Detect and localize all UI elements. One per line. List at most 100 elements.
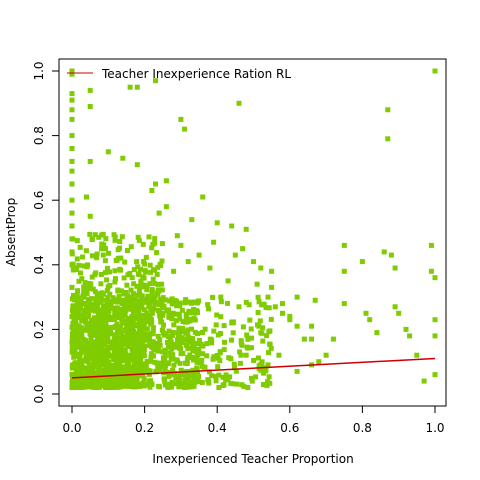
data-point: [79, 385, 85, 390]
data-point: [120, 306, 126, 312]
data-point: [147, 340, 153, 346]
data-point: [69, 382, 75, 388]
data-point: [143, 269, 149, 275]
data-point: [221, 323, 227, 329]
data-point: [104, 376, 110, 382]
data-point: [128, 334, 134, 340]
data-point: [149, 344, 155, 350]
data-point: [79, 325, 85, 331]
data-point: [231, 361, 237, 367]
data-point: [220, 383, 226, 388]
data-point: [134, 84, 140, 90]
data-point: [385, 107, 391, 113]
y-tick-label: 0.6: [32, 191, 46, 210]
data-point: [99, 232, 105, 238]
data-point: [93, 270, 99, 276]
data-point: [109, 339, 115, 345]
data-point: [120, 155, 126, 161]
data-point: [263, 305, 269, 311]
data-point: [100, 310, 105, 316]
data-point: [165, 334, 171, 340]
data-point: [96, 234, 102, 240]
data-point: [168, 352, 174, 358]
data-point: [81, 284, 87, 290]
data-point: [97, 362, 103, 368]
data-point: [141, 376, 147, 382]
data-point: [220, 374, 226, 380]
data-point: [84, 342, 90, 348]
data-point: [194, 308, 200, 314]
data-point: [140, 284, 146, 290]
data-point: [189, 217, 195, 223]
data-point: [144, 359, 150, 364]
data-point: [218, 299, 224, 305]
data-point: [193, 349, 199, 355]
data-point: [190, 357, 196, 363]
data-point: [309, 336, 315, 342]
data-point: [155, 264, 161, 270]
data-point: [141, 321, 147, 327]
data-point: [223, 377, 229, 382]
data-point: [119, 358, 124, 364]
data-point: [151, 306, 157, 312]
data-point: [149, 310, 155, 316]
data-point: [245, 336, 251, 342]
data-point: [257, 318, 263, 324]
data-point: [162, 378, 168, 384]
data-point: [265, 294, 271, 300]
data-point: [90, 302, 96, 308]
data-point: [142, 382, 148, 388]
data-point: [179, 329, 185, 335]
data-point: [166, 361, 171, 367]
data-point: [236, 304, 242, 310]
data-point: [189, 379, 195, 385]
data-point: [261, 301, 267, 307]
data-point: [88, 340, 94, 346]
data-point: [69, 68, 75, 74]
data-point: [148, 354, 154, 360]
data-point: [114, 297, 120, 303]
data-point: [122, 367, 128, 373]
regression-line: [71, 357, 436, 379]
data-point: [256, 355, 261, 361]
data-point: [132, 381, 138, 386]
data-point: [103, 313, 109, 319]
data-point: [145, 312, 151, 318]
data-point: [160, 295, 166, 301]
data-point: [258, 367, 264, 373]
data-point: [150, 325, 156, 331]
data-point: [186, 384, 192, 390]
data-point: [144, 287, 150, 293]
data-point: [168, 350, 174, 356]
data-point: [316, 359, 322, 365]
data-point: [204, 353, 210, 359]
data-point: [239, 382, 245, 388]
data-point: [177, 360, 183, 366]
data-point: [256, 299, 262, 305]
data-point: [171, 298, 177, 304]
data-point: [138, 351, 144, 357]
data-point: [255, 294, 261, 300]
data-point: [145, 367, 151, 373]
x-axis-label: Inexperienced Teacher Proportion: [152, 452, 353, 466]
data-point: [247, 317, 253, 323]
data-point: [142, 261, 148, 267]
data-point: [187, 310, 193, 316]
data-point: [93, 308, 98, 314]
data-point: [83, 365, 89, 371]
data-point: [189, 369, 195, 375]
data-point: [95, 383, 101, 389]
data-point: [196, 374, 201, 379]
data-point: [106, 308, 112, 314]
data-point: [124, 336, 130, 342]
data-point: [215, 364, 221, 370]
data-point: [89, 253, 95, 259]
data-point: [178, 346, 184, 352]
data-point: [225, 278, 231, 284]
data-point: [83, 319, 89, 325]
data-point: [86, 345, 91, 351]
data-point: [97, 335, 103, 341]
data-point: [163, 178, 169, 184]
regression-line-layer: [71, 357, 436, 379]
data-point: [186, 335, 192, 341]
